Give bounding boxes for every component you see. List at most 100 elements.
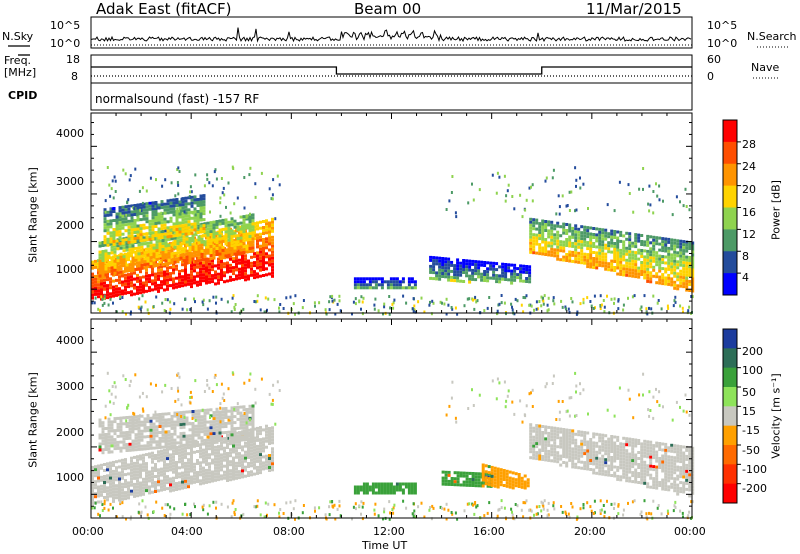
power-cell	[136, 227, 140, 231]
power-cell	[184, 283, 187, 287]
power-cbar-tick: 8	[742, 250, 749, 263]
velocity-cell	[580, 445, 584, 449]
power-cell	[646, 273, 650, 277]
velocity-cell	[253, 466, 256, 470]
velocity-cell	[233, 415, 237, 419]
power-cell	[652, 238, 656, 242]
velocity-cell	[253, 460, 256, 464]
power-cell	[392, 277, 396, 281]
velocity-cell	[265, 466, 268, 470]
power-cell	[127, 279, 130, 283]
velocity-cell	[550, 432, 554, 436]
power-cell	[128, 245, 132, 249]
power-cell	[477, 263, 481, 267]
power-cell	[622, 243, 626, 247]
velocity-cell	[172, 458, 175, 462]
velocity-cell	[164, 430, 168, 434]
velocity-cell	[532, 456, 536, 460]
power-cell	[194, 238, 198, 242]
power-cell	[251, 237, 255, 241]
velocity-cell	[157, 468, 160, 472]
power-cell	[101, 274, 105, 277]
power-cell	[667, 267, 671, 271]
velocity-cell	[450, 477, 454, 480]
velocity-cell	[205, 447, 208, 451]
velocity-cell	[535, 451, 539, 455]
velocity-cell	[142, 468, 145, 472]
power-cell	[664, 243, 668, 247]
power-cell	[661, 273, 665, 277]
power-cell	[181, 209, 185, 213]
power-cell	[121, 205, 125, 209]
velocity-cell	[166, 466, 169, 470]
power-cell	[191, 257, 195, 261]
velocity-cell	[230, 427, 234, 431]
velocity-cell	[565, 443, 569, 447]
power-cell	[244, 257, 247, 261]
velocity-cell	[188, 437, 192, 441]
power-cell	[145, 271, 148, 275]
velocity-cell	[484, 470, 488, 474]
velocity-cell	[181, 450, 184, 454]
velocity-cell	[103, 475, 106, 478]
velocity-cell	[251, 422, 255, 426]
velocity-cell	[565, 437, 569, 441]
velocity-cell	[149, 446, 153, 450]
velocity-cell	[94, 483, 97, 487]
velocity-cell	[227, 409, 231, 413]
velocity-cell	[256, 447, 259, 451]
velocity-cell	[157, 489, 160, 493]
velocity-cell	[121, 494, 124, 498]
velocity-cell	[661, 448, 665, 452]
velocity-cell	[94, 468, 97, 472]
velocity-cell	[178, 454, 181, 458]
power-cell	[190, 228, 194, 232]
velocity-cell	[670, 443, 674, 447]
velocity-cell	[167, 412, 171, 416]
power-cell	[586, 235, 590, 239]
power-cell	[161, 251, 165, 254]
power-cell	[154, 281, 157, 285]
power-cell	[181, 275, 184, 279]
velocity-cell	[362, 482, 366, 486]
power-cell	[670, 247, 674, 251]
power-cell	[577, 230, 581, 234]
velocity-cell	[622, 436, 626, 440]
vel-cbar-tick: 100	[742, 364, 763, 377]
velocity-cell	[230, 436, 234, 440]
velocity-cell	[529, 423, 533, 427]
velocity-cell	[383, 485, 387, 489]
power-cell	[197, 229, 201, 233]
velocity-cell	[218, 413, 222, 417]
power-cell	[685, 282, 689, 286]
velocity-cell	[580, 439, 584, 443]
velocity-cell	[607, 455, 611, 459]
velocity-cell	[140, 423, 144, 427]
power-cell	[453, 270, 457, 274]
power-cell	[212, 232, 216, 236]
power-cell	[245, 247, 249, 251]
velocity-cell	[535, 457, 539, 461]
power-cell	[456, 258, 460, 262]
power-cell	[486, 279, 490, 283]
power-cell	[242, 239, 246, 243]
velocity-cell	[271, 450, 274, 454]
velocity-cell	[667, 485, 671, 489]
power-cell	[137, 264, 141, 268]
velocity-cell	[173, 411, 177, 415]
power-cell	[643, 273, 647, 277]
power-cell	[253, 252, 256, 256]
power-cell	[131, 250, 135, 254]
velocity-cell	[265, 457, 268, 461]
power-cell	[392, 280, 396, 284]
velocity-cell	[271, 429, 274, 433]
power-cell	[181, 212, 185, 216]
velocity-cell	[236, 417, 240, 421]
freq-label: Freq.	[4, 54, 32, 67]
power-cell	[685, 246, 689, 250]
velocity-cell	[248, 434, 252, 438]
power-cell	[453, 273, 457, 277]
power-cell	[107, 266, 111, 270]
power-cell	[679, 251, 683, 255]
power-cell	[113, 247, 117, 251]
